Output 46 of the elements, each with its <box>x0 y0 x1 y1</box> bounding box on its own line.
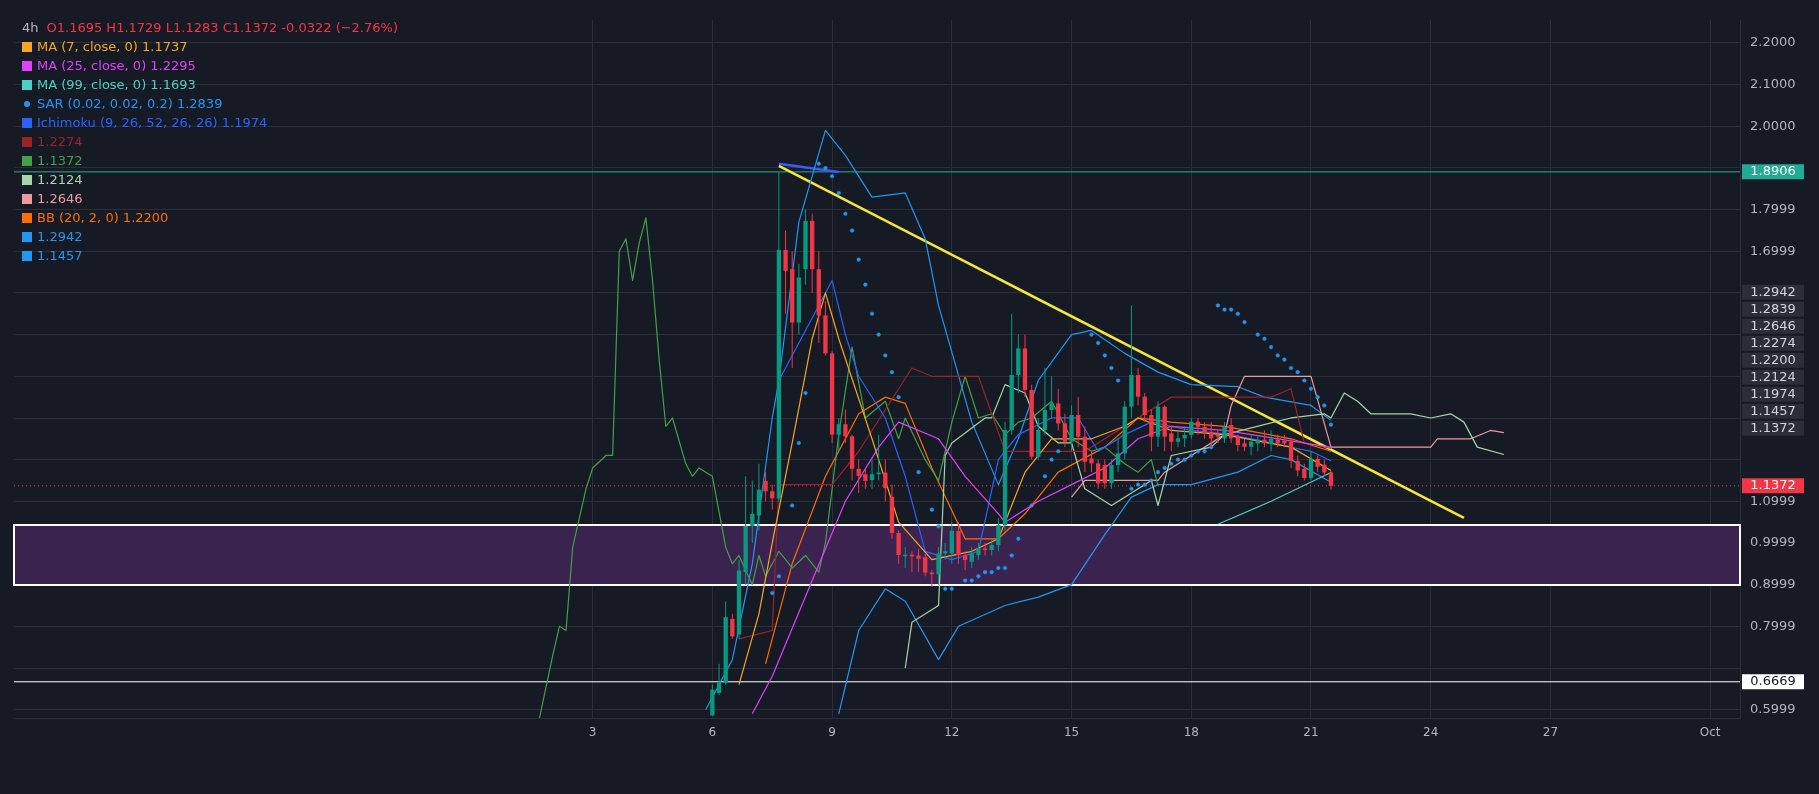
y-tick-label: 0.7999 <box>1750 617 1796 633</box>
y-tick-label: 1.0999 <box>1750 492 1796 508</box>
y-tick-label: 1.7999 <box>1750 201 1796 217</box>
x-tick-label: 9 <box>828 725 836 740</box>
legend-label: 1.2124 <box>37 171 83 189</box>
text: 1.1974 <box>1750 385 1796 401</box>
text: 1.2942 <box>1750 283 1796 299</box>
legend-label: 1.2274 <box>37 133 83 151</box>
legend-label: SAR (0.02, 0.02, 0.2) 1.2839 <box>37 95 223 113</box>
x-tick-label: Oct <box>1699 725 1721 740</box>
y-tick-label: 2.1000 <box>1750 75 1796 91</box>
ref-line-label: 1.8906 <box>1750 163 1796 179</box>
text: 1.1372 <box>1750 419 1796 435</box>
text: 1.2839 <box>1750 300 1796 316</box>
x-tick-label: 21 <box>1303 725 1319 740</box>
legend-label: Ichimoku (9, 26, 52, 26, 26) 1.1974 <box>37 114 268 132</box>
y-tick-label: 1.6999 <box>1750 242 1796 258</box>
y-tick-label: 0.5999 <box>1750 701 1796 717</box>
y-tick-label: 2.0000 <box>1750 117 1796 133</box>
legend-label: 1.1372 <box>37 152 83 170</box>
legend-label: MA (99, close, 0) 1.1693 <box>37 76 196 94</box>
legend-label: 1.2646 <box>37 190 83 208</box>
text: 1.2124 <box>1750 368 1796 384</box>
y-tick-label: 2.2000 <box>1750 34 1796 50</box>
text: 1.2274 <box>1750 334 1796 350</box>
legend-label: MA (25, close, 0) 1.2295 <box>37 57 196 75</box>
legend-label: MA (7, close, 0) 1.1737 <box>37 38 188 56</box>
x-tick-label: 12 <box>944 725 960 740</box>
chart-title: 4h <box>22 19 39 37</box>
x-tick-label: 3 <box>588 725 597 740</box>
text: 1.1457 <box>1750 402 1796 418</box>
text: 1.2200 <box>1750 351 1796 367</box>
ref-line-label: 0.6669 <box>1750 673 1796 689</box>
x-tick-label: 24 <box>1423 725 1439 740</box>
legend-label: 1.1457 <box>37 247 83 265</box>
chart-subtitle: O1.1695 H1.1729 L1.1283 C1.1372 -0.0322 (−2.76%) <box>46 19 398 37</box>
y-tick-label: 0.9999 <box>1750 534 1796 550</box>
legend-label: BB (20, 2, 0) 1.2200 <box>37 209 169 227</box>
x-tick-label: 15 <box>1063 725 1080 740</box>
x-tick-label: 6 <box>708 725 717 740</box>
ref-line-label: 1.1372 <box>1750 477 1796 493</box>
text: 1.2646 <box>1750 317 1796 333</box>
x-tick-label: 18 <box>1183 725 1199 740</box>
y-tick-label: 0.8999 <box>1750 576 1796 592</box>
x-tick-label: 27 <box>1542 725 1559 740</box>
legend-label: 1.2942 <box>37 228 83 246</box>
